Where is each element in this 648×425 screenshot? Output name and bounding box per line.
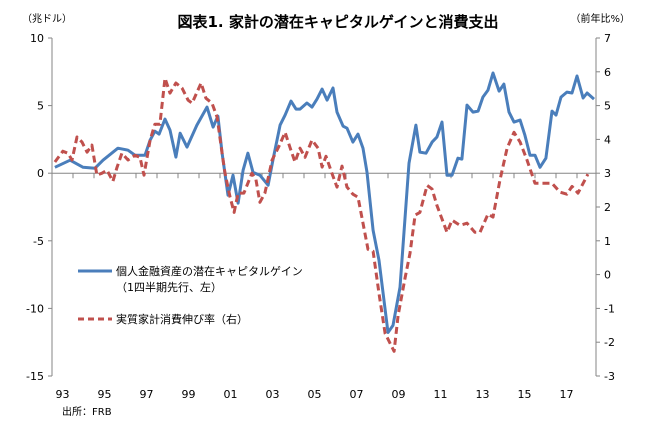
legend-label-capital-gain: 個人金融資産の潜在キャピタルゲイン bbox=[116, 264, 303, 278]
y-left-tick-label: -10 bbox=[26, 302, 44, 315]
y-left-tick-label: -15 bbox=[26, 370, 44, 383]
y-right-tick-label: 6 bbox=[604, 66, 611, 79]
x-tick-label: 05 bbox=[308, 388, 322, 401]
y-left-tick-label: 5 bbox=[37, 100, 44, 113]
x-tick-label: 99 bbox=[182, 388, 196, 401]
y-right-tick-label: 7 bbox=[604, 32, 611, 45]
x-tick-label: 15 bbox=[518, 388, 532, 401]
x-tick-label: 11 bbox=[434, 388, 448, 401]
legend-label-consumption: 実質家計消費伸び率（右） bbox=[116, 312, 248, 326]
y-left-tick-label: 0 bbox=[37, 167, 44, 180]
x-tick-label: 09 bbox=[392, 388, 406, 401]
series-lines bbox=[53, 71, 595, 353]
y-right-tick-label: -2 bbox=[604, 336, 615, 349]
x-tick-label: 03 bbox=[266, 388, 280, 401]
y-left-tick-label: 10 bbox=[30, 32, 44, 45]
x-tick-label: 13 bbox=[476, 388, 490, 401]
y-right-tick-label: 0 bbox=[604, 269, 611, 282]
x-tick-label: 97 bbox=[140, 388, 154, 401]
y-left-axis-label: （兆ドル） bbox=[22, 13, 72, 25]
x-tick-label: 93 bbox=[56, 388, 70, 401]
series-line-consumption bbox=[53, 76, 590, 353]
y-right-axis-label: （前年比%） bbox=[570, 12, 630, 25]
y-right-tick-label: 4 bbox=[604, 133, 611, 146]
legend-label-capital-gain-note: （1四半期先行、左） bbox=[116, 280, 222, 294]
legend: 個人金融資産の潜在キャピタルゲイン （1四半期先行、左） 実質家計消費伸び率（右… bbox=[78, 264, 303, 326]
x-tick-label: 07 bbox=[350, 388, 364, 401]
x-tick-label: 17 bbox=[560, 388, 574, 401]
y-left-tick-label: -5 bbox=[33, 235, 44, 248]
y-right-tick-label: 3 bbox=[604, 167, 611, 180]
y-right-tick-label: 1 bbox=[604, 235, 611, 248]
chart-title: 図表1. 家計の潜在キャピタルゲインと消費支出 bbox=[177, 13, 498, 31]
y-right-tick-label: -1 bbox=[604, 302, 615, 315]
y-right-tick-label: 2 bbox=[604, 201, 611, 214]
x-tick-label: 95 bbox=[98, 388, 112, 401]
y-right-tick-label: 5 bbox=[604, 100, 611, 113]
source-note: 出所：FRB bbox=[62, 405, 112, 418]
x-tick-label: 01 bbox=[224, 388, 238, 401]
y-right-tick-label: -3 bbox=[604, 370, 615, 383]
series-line-capital-gain bbox=[54, 71, 595, 334]
